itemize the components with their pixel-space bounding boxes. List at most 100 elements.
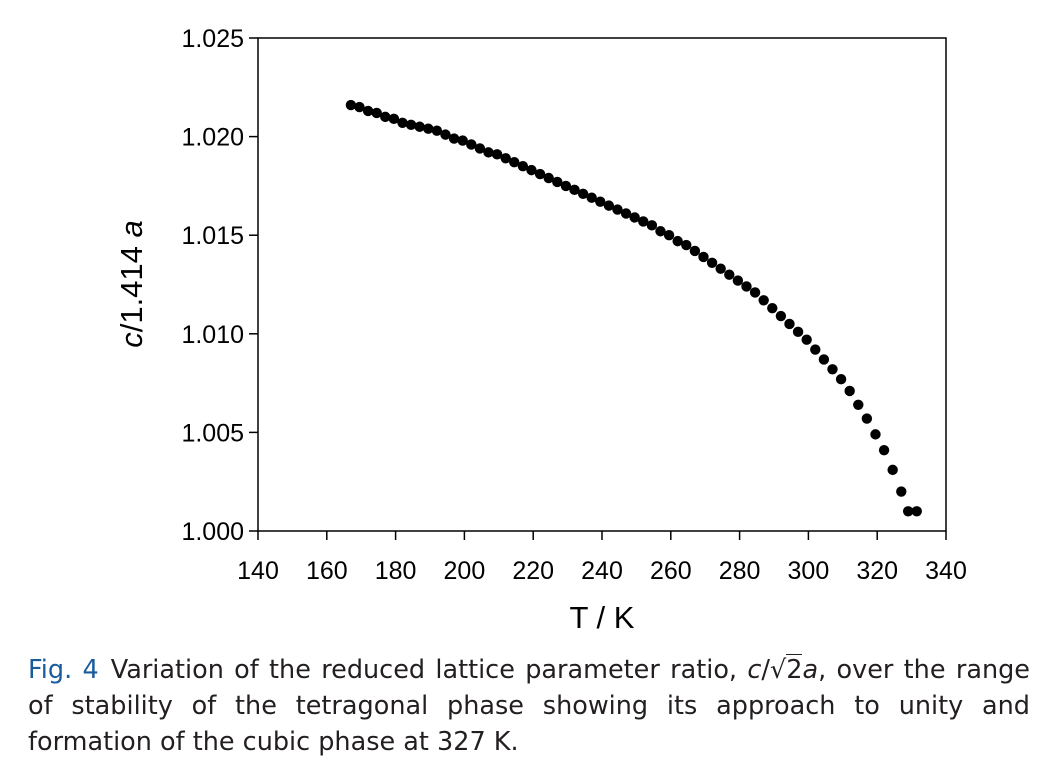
data-point [827,364,838,375]
y-tick-label: 1.005 [181,419,244,447]
y-axis-title-c: c [114,332,149,348]
data-point [345,99,357,111]
data-point [457,135,468,146]
data-point [440,129,451,140]
data-point [500,153,511,164]
caption-text-end: , over the range of stability of the tet… [28,655,1030,757]
lattice-ratio-chart: 1.000 1.005 1.010 1.015 1.020 1.025 140 160 180… [114,25,967,635]
data-point [491,149,503,160]
x-tick-label: 340 [925,557,967,585]
data-point [560,180,572,192]
sqrt-argument: 2 [786,654,803,685]
data-point [380,111,391,123]
data-point [870,429,881,440]
data-point [397,117,408,128]
data-point [577,188,589,199]
data-point [784,318,795,330]
y-tick-label: 1.015 [181,222,244,250]
data-point [689,245,701,257]
x-tick-label: 320 [856,557,898,585]
data-point [715,263,726,274]
data-point [911,506,922,517]
x-tick-label: 300 [788,557,830,585]
data-point [835,373,847,385]
data-point [620,208,632,219]
x-tick-label: 180 [375,557,417,585]
data-points [345,99,922,517]
data-point [775,310,787,322]
data-point [603,200,615,211]
data-point [844,385,855,397]
data-point [466,139,477,150]
data-point [681,239,692,251]
data-point [646,220,658,231]
data-point [354,101,365,113]
caption-slash: / [761,655,770,685]
x-tick-label: 260 [650,557,692,585]
data-point [663,230,675,241]
data-point [878,444,890,456]
x-tick-label: 240 [581,557,623,585]
data-point [534,168,546,180]
data-point [629,212,640,223]
data-point [483,147,494,158]
data-point [724,269,735,280]
x-tick-label: 140 [237,557,279,585]
data-point [732,275,744,286]
caption-var-c: c [747,655,762,685]
data-point [388,113,400,125]
data-point [861,413,873,424]
figure-label: Fig. 4 [28,655,99,685]
data-point [448,133,460,144]
y-axis-title-mid: /1.414 [114,237,149,332]
x-axis-title: T / K [570,600,635,635]
data-point [698,251,709,263]
data-point [818,354,830,365]
data-point [362,105,374,117]
sqrt-symbol: √ [769,655,787,685]
data-point [586,192,597,203]
data-point [526,164,537,176]
data-point [552,176,563,188]
y-axis-ticks: 1.000 1.005 1.010 1.015 1.020 1.025 [181,25,258,546]
data-point [810,344,821,355]
data-point [474,143,486,154]
data-point [767,302,778,314]
data-point [758,295,769,306]
data-point [638,216,649,227]
data-point [612,204,623,215]
y-axis-title-a: a [114,220,149,237]
data-point [371,107,382,119]
data-point [569,184,580,196]
x-tick-label: 160 [306,557,348,585]
data-point [595,196,606,207]
data-point [672,235,683,247]
caption-text-start: Variation of the reduced lattice paramet… [110,655,748,685]
data-point [887,464,898,476]
y-tick-label: 1.000 [181,518,244,546]
data-point [706,257,718,269]
y-tick-label: 1.010 [181,321,244,349]
y-tick-label: 1.020 [181,124,244,152]
x-tick-label: 280 [719,557,761,585]
x-axis-ticks: 140 160 180 200 220 240 260 280 300 320 340 [237,531,967,585]
data-point [801,334,812,345]
caption-var-a: a [802,655,819,685]
data-point [423,123,434,134]
data-point [405,119,417,130]
data-point [414,121,425,132]
data-point [853,399,864,410]
data-point [655,226,666,237]
x-tick-label: 200 [444,557,486,585]
data-point [431,125,443,136]
y-axis-title: c/1.414 a [114,220,149,348]
data-point [517,160,529,172]
figure-caption: Fig. 4 Variation of the reduced lattice p… [28,652,1030,760]
data-point [741,281,752,292]
x-tick-label: 220 [512,557,554,585]
data-point [543,172,554,184]
plot-area-frame [257,37,947,532]
data-point [749,287,761,298]
data-point [792,326,804,338]
data-point [896,486,907,497]
